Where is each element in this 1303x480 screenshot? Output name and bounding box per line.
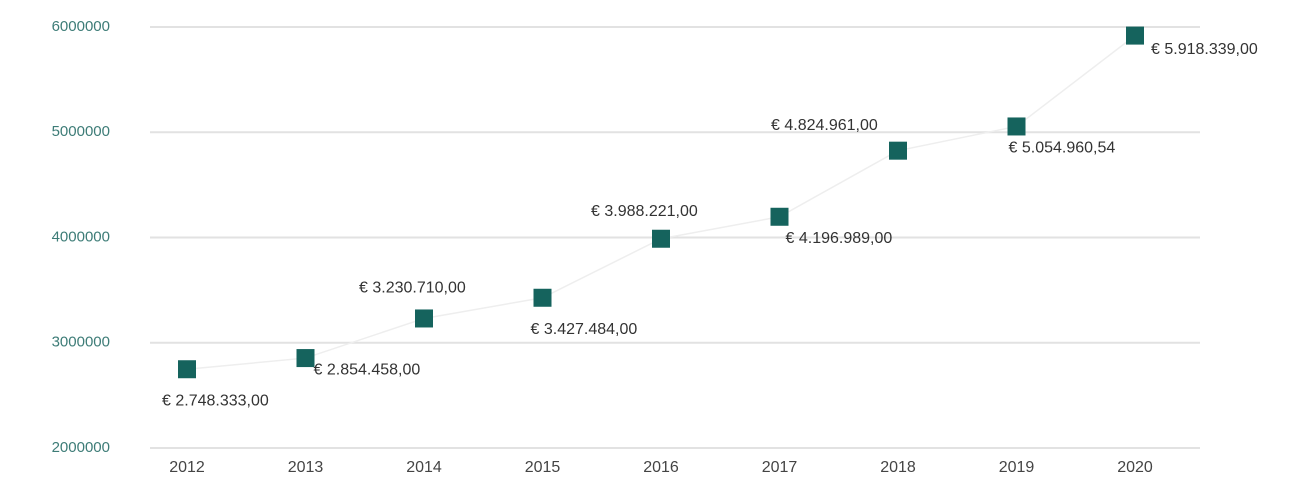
- y-tick-label: 5000000: [52, 123, 110, 140]
- x-tick-label: 2019: [999, 459, 1035, 476]
- data-label: € 2.854.458,00: [314, 361, 421, 378]
- data-label: € 3.427.484,00: [531, 321, 638, 338]
- data-label: € 3.988.221,00: [591, 203, 698, 220]
- y-tick-label: 6000000: [52, 18, 110, 35]
- x-tick-label: 2012: [169, 459, 205, 476]
- marker: [1126, 26, 1144, 45]
- data-label: € 2.748.333,00: [162, 392, 269, 409]
- x-tick-label: 2015: [525, 459, 561, 476]
- marker: [296, 349, 315, 368]
- marker: [178, 360, 196, 379]
- marker: [415, 309, 433, 328]
- x-tick-label: 2016: [643, 459, 679, 476]
- y-tick-label: 3000000: [52, 334, 110, 351]
- x-tick-label: 2018: [880, 459, 916, 476]
- data-label: € 4.824.961,00: [771, 117, 878, 134]
- data-label: € 4.196.989,00: [786, 230, 893, 247]
- marker: [770, 207, 789, 226]
- x-tick-label: 2017: [762, 459, 798, 476]
- marker: [1007, 117, 1026, 136]
- marker: [889, 141, 907, 160]
- marker: [533, 288, 552, 307]
- x-tick-label: 2020: [1117, 459, 1153, 476]
- marker: [652, 229, 670, 248]
- y-tick-label: 4000000: [52, 228, 110, 245]
- data-label: € 5.918.339,00: [1151, 41, 1258, 58]
- y-tick-label: 2000000: [52, 439, 110, 456]
- x-tick-label: 2013: [288, 459, 324, 476]
- data-label: € 5.054.960,54: [1009, 140, 1116, 157]
- x-tick-label: 2014: [406, 459, 442, 476]
- data-label: € 3.230.710,00: [359, 280, 466, 297]
